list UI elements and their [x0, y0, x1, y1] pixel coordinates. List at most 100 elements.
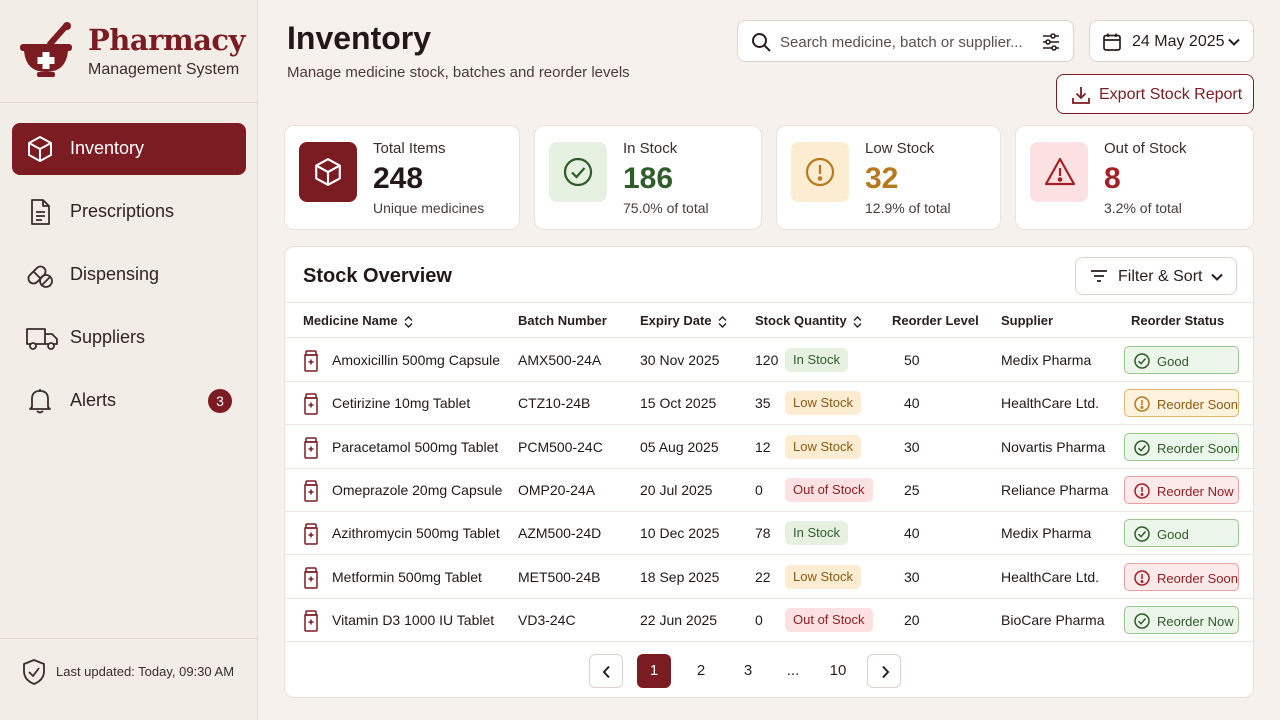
filter-sort-label: Filter & Sort: [1118, 268, 1203, 285]
medicine-name: Azithromycin 500mg Tablet: [332, 525, 500, 542]
filter-sliders-icon[interactable]: [1041, 32, 1061, 52]
expiry-date: 10 Dec 2025: [640, 525, 720, 542]
sidebar-item-alerts[interactable]: Alerts 3: [12, 375, 246, 427]
page-button-10[interactable]: 10: [829, 662, 847, 679]
sidebar-item-dispensing[interactable]: Dispensing: [12, 249, 246, 301]
column-header-medicine-name[interactable]: Medicine Name: [303, 313, 413, 328]
batch-number: AMX500-24A: [518, 352, 602, 368]
column-label: Reorder Level: [892, 313, 979, 328]
column-header-supplier[interactable]: Supplier: [1001, 313, 1053, 328]
box-icon: [315, 158, 341, 186]
stat-card-total-items: Total Items 248 Unique medicines: [284, 125, 520, 230]
mortar-pestle-logo-icon: [20, 22, 72, 77]
exclamation-circle-icon: [1134, 396, 1150, 413]
date-picker[interactable]: 24 May 2025: [1089, 20, 1254, 62]
chevron-down-icon: [1228, 38, 1240, 46]
pill-icon: [27, 265, 53, 288]
table-row[interactable]: Paracetamol 500mg Tablet PCM500-24C 05 Aug…: [285, 426, 1253, 469]
supplier-name: HealthCare Ltd.: [1001, 568, 1100, 585]
column-label: Supplier: [1001, 313, 1054, 328]
stat-note: 12.9% of total: [865, 200, 951, 216]
filter-sort-button[interactable]: Filter & Sort: [1075, 257, 1237, 295]
calendar-icon: [1103, 33, 1121, 51]
medicine-bottle-icon: [304, 436, 318, 459]
page-button-1[interactable]: 1: [637, 654, 671, 688]
stat-card-in-stock: In Stock 186 75.0% of total: [534, 125, 762, 230]
medicine-name: Metformin 500mg Tablet: [332, 568, 482, 585]
reorder-status-label: Good: [1157, 354, 1189, 369]
stock-quantity: 12: [755, 438, 771, 455]
date-label: 24 May 2025: [1132, 33, 1225, 50]
table-row[interactable]: Omeprazole 20mg Capsule OMP20-24A 20 Jul 2…: [285, 469, 1253, 512]
page-button-2[interactable]: 2: [696, 662, 706, 679]
sidebar-item-prescriptions[interactable]: Prescriptions: [12, 186, 246, 238]
stat-icon-bg: [299, 142, 357, 202]
medicine-bottle-icon: [304, 480, 318, 502]
stock-badge: Low Stock: [785, 434, 861, 459]
column-label: Expiry Date: [640, 313, 712, 328]
page-subtitle: Manage medicine stock, batches and reord…: [287, 64, 630, 81]
sidebar-item-label: Inventory: [70, 138, 145, 158]
table-row[interactable]: Amoxicillin 500mg Capsule AMX500-24A 30 No…: [285, 339, 1253, 382]
next-page-button[interactable]: [867, 654, 901, 688]
medicine-name: Paracetamol 500mg Tablet: [332, 438, 499, 455]
table-row[interactable]: Azithromycin 500mg Tablet AZM500-24D 10 De…: [285, 512, 1253, 556]
column-header-expiry-date[interactable]: Expiry Date: [640, 313, 727, 328]
column-header-reorder-status[interactable]: Reorder Status: [1131, 313, 1224, 328]
batch-number: CTZ10-24B: [518, 395, 591, 412]
reorder-level: 40: [904, 395, 920, 412]
reorder-status-badge: Reorder Soon: [1124, 432, 1239, 461]
brand-subtitle: Management System: [88, 61, 240, 78]
sidebar-item-label: Prescriptions: [70, 201, 175, 221]
sidebar-item-suppliers[interactable]: Suppliers: [12, 312, 246, 364]
stat-card-out-of-stock: Out of Stock 8 3.2% of total: [1015, 125, 1254, 230]
table-row[interactable]: Vitamin D3 1000 IU Tablet VD3-24C 22 Jun 2…: [285, 599, 1253, 642]
download-icon: [1072, 87, 1090, 104]
prev-page-button[interactable]: [589, 654, 623, 688]
stat-value: 32: [865, 162, 899, 195]
reorder-status-badge: Reorder Soon: [1124, 389, 1239, 418]
table-header: Medicine Name Batch Number Expiry Date S…: [285, 302, 1253, 338]
table-row[interactable]: Metformin 500mg Tablet MET500-24B 18 Sep 2…: [285, 556, 1253, 599]
box-icon: [28, 136, 52, 162]
bell-icon: [29, 389, 51, 414]
supplier-name: HealthCare Ltd.: [1001, 395, 1100, 412]
exclamation-circle-icon: [1134, 483, 1150, 499]
reorder-level: 30: [904, 568, 920, 585]
stat-label: Low Stock: [865, 140, 935, 157]
expiry-date: 22 Jun 2025: [640, 611, 718, 628]
alerts-count-badge: 3: [208, 389, 232, 413]
stock-quantity: 78: [755, 525, 771, 542]
check-circle-icon: [1134, 526, 1150, 542]
sidebar-item-label: Alerts: [70, 390, 117, 410]
expiry-date: 05 Aug 2025: [640, 438, 719, 455]
stat-label: Out of Stock: [1104, 140, 1187, 157]
sidebar-item-label: Suppliers: [70, 327, 146, 347]
medicine-name: Omeprazole 20mg Capsule: [332, 481, 503, 498]
stat-note: Unique medicines: [373, 200, 485, 216]
sidebar-item-inventory[interactable]: Inventory: [12, 123, 246, 175]
search-input[interactable]: [780, 31, 1030, 53]
column-header-batch-number[interactable]: Batch Number: [518, 313, 607, 328]
reorder-status-label: Good: [1157, 527, 1189, 543]
column-header-stock-quantity[interactable]: Stock Quantity: [755, 313, 862, 328]
filter-lines-icon: [1091, 270, 1107, 282]
stock-overview-panel: Stock Overview Filter & Sort Medicine Na…: [284, 246, 1254, 698]
chevron-down-icon: [1211, 273, 1223, 281]
page-button-3[interactable]: 3: [743, 662, 753, 679]
batch-number: MET500-24B: [518, 568, 601, 585]
check-circle-icon: [1134, 439, 1150, 456]
column-header-reorder-level[interactable]: Reorder Level: [892, 313, 979, 328]
chevron-right-icon: [882, 665, 890, 679]
stock-quantity: 0: [755, 611, 763, 628]
search-icon: [752, 33, 771, 52]
stat-note: 3.2% of total: [1104, 200, 1182, 216]
stat-note: 75.0% of total: [623, 200, 709, 216]
table-row[interactable]: Cetirizine 10mg Tablet CTZ10-24B 15 Oct 20…: [285, 382, 1253, 426]
reorder-level: 50: [904, 352, 920, 368]
reorder-level: 20: [904, 611, 920, 628]
export-stock-report-button[interactable]: Export Stock Report: [1056, 74, 1254, 114]
medicine-bottle-icon: [304, 610, 318, 632]
stat-icon-bg: [791, 142, 849, 202]
stat-label: Total Items: [373, 140, 446, 157]
